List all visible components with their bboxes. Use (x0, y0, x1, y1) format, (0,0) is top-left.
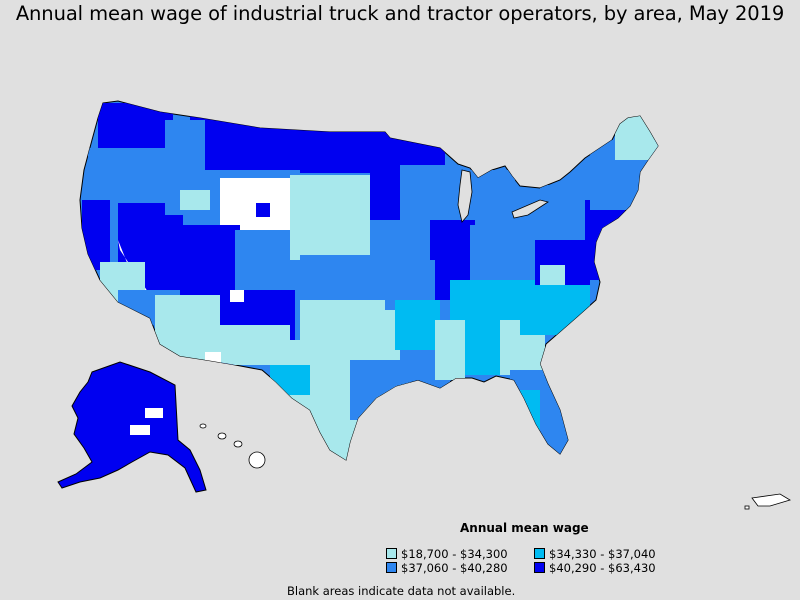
lake-michigan (457, 169, 473, 223)
region-texas-east (350, 360, 400, 420)
region-kansas (300, 255, 395, 300)
alaska-no-data-south (130, 425, 150, 435)
region-mississippi (435, 320, 465, 380)
region-wyoming-metro (256, 203, 270, 217)
lake-erie (511, 199, 549, 219)
footnote: Blank areas indicate data not available. (287, 584, 516, 598)
region-washington (98, 103, 173, 148)
hawaii-island-3 (233, 440, 243, 448)
region-south-dakota (290, 175, 370, 225)
region-oregon (88, 148, 168, 203)
map-title: Annual mean wage of industrial truck and… (15, 2, 785, 25)
hawaii-island-2 (217, 432, 227, 440)
region-oklahoma (300, 300, 400, 345)
region-texas-west (270, 365, 310, 395)
region-wyoming-no-data (220, 178, 290, 233)
alaska (57, 361, 207, 493)
region-arkansas (395, 300, 440, 350)
region-virginia-inner (540, 265, 565, 285)
legend-swatch-4 (534, 562, 545, 573)
region-texas (270, 340, 410, 460)
puerto-rico-islet (744, 505, 750, 510)
region-california-north (82, 200, 110, 270)
region-utah (180, 225, 240, 295)
hawaii-island-1 (199, 423, 207, 429)
region-idaho-south (180, 190, 210, 210)
legend-item-4: $40,290 - $63,430 (534, 561, 656, 575)
region-arizona (155, 295, 225, 360)
legend-label-4: $40,290 - $63,430 (549, 561, 656, 575)
alaska-no-data (145, 408, 163, 418)
legend-item-3: $37,060 - $40,280 (386, 561, 508, 575)
legend-swatch-2 (534, 548, 545, 559)
hawaii (199, 423, 266, 469)
legend-label-1: $18,700 - $34,300 (401, 547, 508, 561)
legend-title: Annual mean wage (460, 521, 589, 535)
puerto-rico (744, 493, 791, 510)
region-wisconsin (400, 165, 460, 225)
region-colorado-no-data (230, 290, 244, 302)
legend-swatch-3 (386, 562, 397, 573)
region-indiana-ohio (470, 225, 540, 285)
puerto-rico-shape (751, 493, 791, 507)
legend-label-3: $37,060 - $40,280 (401, 561, 508, 575)
legend-item-2: $34,330 - $37,040 (534, 547, 656, 561)
legend-label-2: $34,330 - $37,040 (549, 547, 656, 561)
legend-swatch-1 (386, 548, 397, 559)
region-virginia-coast (565, 250, 600, 280)
region-nebraska (290, 220, 385, 260)
region-alabama (465, 315, 500, 375)
legend-item-1: $18,700 - $34,300 (386, 547, 508, 561)
region-carolinas (520, 285, 590, 335)
region-florida-inner (520, 390, 540, 430)
region-iowa (370, 220, 440, 260)
hawaii-island-4 (248, 451, 266, 469)
